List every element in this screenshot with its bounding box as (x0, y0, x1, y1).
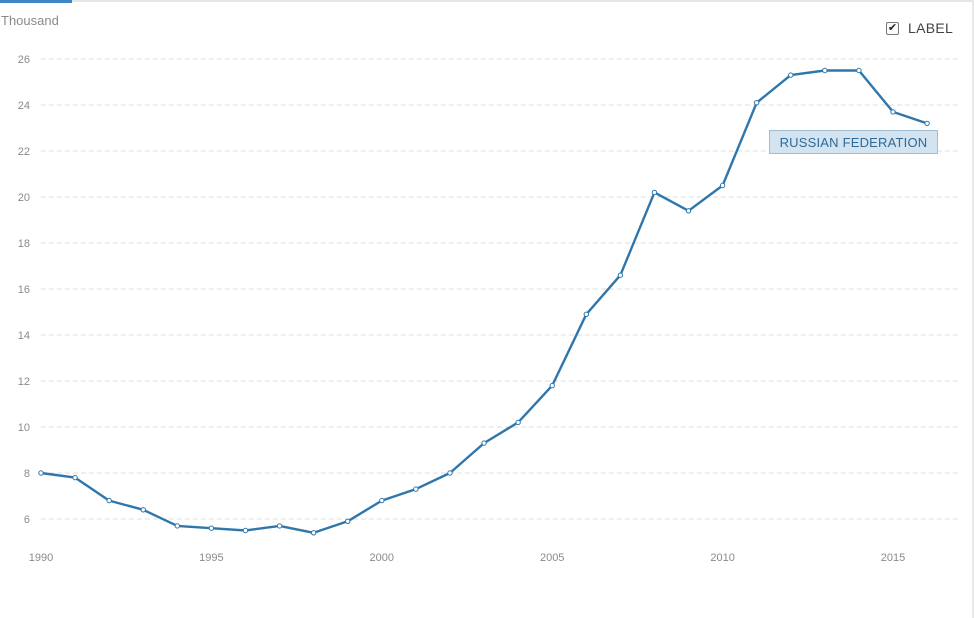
data-point (413, 486, 419, 492)
data-point (890, 109, 896, 115)
active-tab-indicator (0, 0, 72, 3)
data-point (447, 470, 453, 476)
x-tick-label: 2000 (370, 552, 394, 564)
y-tick-label: 16 (18, 284, 30, 296)
data-point (719, 182, 726, 189)
label-toggle-text: LABEL (908, 20, 954, 36)
data-point (924, 120, 930, 127)
y-tick-label: 20 (18, 192, 30, 204)
data-point (481, 440, 487, 446)
data-point (651, 189, 658, 196)
data-point (822, 67, 828, 74)
x-tick-label: 1995 (199, 552, 223, 564)
data-point (174, 523, 181, 529)
x-tick-label: 2005 (540, 552, 564, 564)
data-point (276, 523, 283, 529)
y-tick-label: 26 (18, 54, 30, 66)
data-point (685, 208, 692, 214)
y-tick-label: 14 (18, 330, 30, 342)
top-border (0, 0, 974, 2)
data-point (242, 527, 249, 534)
data-point (345, 518, 351, 524)
data-point (856, 67, 862, 74)
right-border (972, 0, 974, 618)
y-tick-label: 24 (18, 100, 30, 112)
data-point (753, 100, 760, 106)
data-point (583, 311, 589, 317)
y-tick-label: 18 (18, 238, 30, 250)
data-point (140, 507, 146, 513)
data-point (72, 474, 78, 481)
data-point (106, 497, 112, 504)
data-point (617, 272, 624, 278)
y-tick-label: 8 (24, 468, 30, 480)
y-tick-label: 12 (18, 376, 30, 388)
label-checkbox[interactable]: ✔ (886, 21, 899, 35)
x-tick-label: 2015 (881, 552, 905, 564)
y-unit-label: Thousand (1, 13, 59, 28)
data-point (549, 382, 555, 389)
data-point (788, 72, 794, 78)
data-point (310, 530, 317, 536)
data-point (379, 497, 385, 504)
y-tick-label: 6 (24, 514, 30, 526)
y-tick-label: 22 (18, 146, 30, 158)
data-point (515, 419, 521, 426)
series-label-badge[interactable]: RUSSIAN FEDERATION (769, 130, 938, 154)
data-point (208, 525, 215, 531)
data-point (38, 470, 44, 476)
y-tick-label: 10 (18, 422, 30, 434)
x-tick-label: 2010 (710, 552, 734, 564)
x-tick-label: 1990 (29, 552, 53, 564)
label-toggle[interactable]: ✔ LABEL (886, 20, 953, 36)
